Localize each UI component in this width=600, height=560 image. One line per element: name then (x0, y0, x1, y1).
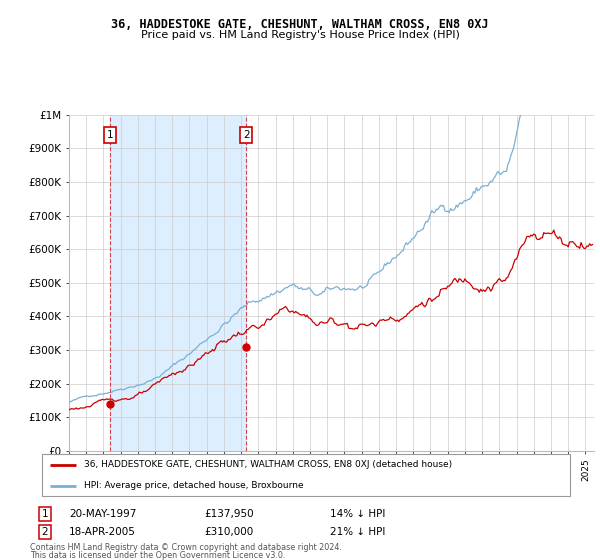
Text: Price paid vs. HM Land Registry's House Price Index (HPI): Price paid vs. HM Land Registry's House … (140, 30, 460, 40)
Text: 36, HADDESTOKE GATE, CHESHUNT, WALTHAM CROSS, EN8 0XJ (detached house): 36, HADDESTOKE GATE, CHESHUNT, WALTHAM C… (84, 460, 452, 469)
Text: 2: 2 (41, 527, 49, 537)
Text: 1: 1 (107, 130, 113, 140)
Text: £137,950: £137,950 (204, 509, 254, 519)
Text: 2: 2 (243, 130, 250, 140)
Text: 14% ↓ HPI: 14% ↓ HPI (330, 509, 385, 519)
Text: £310,000: £310,000 (204, 527, 253, 537)
Text: Contains HM Land Registry data © Crown copyright and database right 2024.: Contains HM Land Registry data © Crown c… (30, 543, 342, 552)
FancyBboxPatch shape (42, 454, 570, 496)
Bar (110, 115, 246, 451)
Text: 18-APR-2005: 18-APR-2005 (69, 527, 136, 537)
Text: 1: 1 (41, 509, 49, 519)
Text: 21% ↓ HPI: 21% ↓ HPI (330, 527, 385, 537)
Text: 36, HADDESTOKE GATE, CHESHUNT, WALTHAM CROSS, EN8 0XJ: 36, HADDESTOKE GATE, CHESHUNT, WALTHAM C… (111, 18, 489, 31)
Text: This data is licensed under the Open Government Licence v3.0.: This data is licensed under the Open Gov… (30, 551, 286, 560)
Text: HPI: Average price, detached house, Broxbourne: HPI: Average price, detached house, Brox… (84, 482, 304, 491)
Text: 20-MAY-1997: 20-MAY-1997 (69, 509, 136, 519)
